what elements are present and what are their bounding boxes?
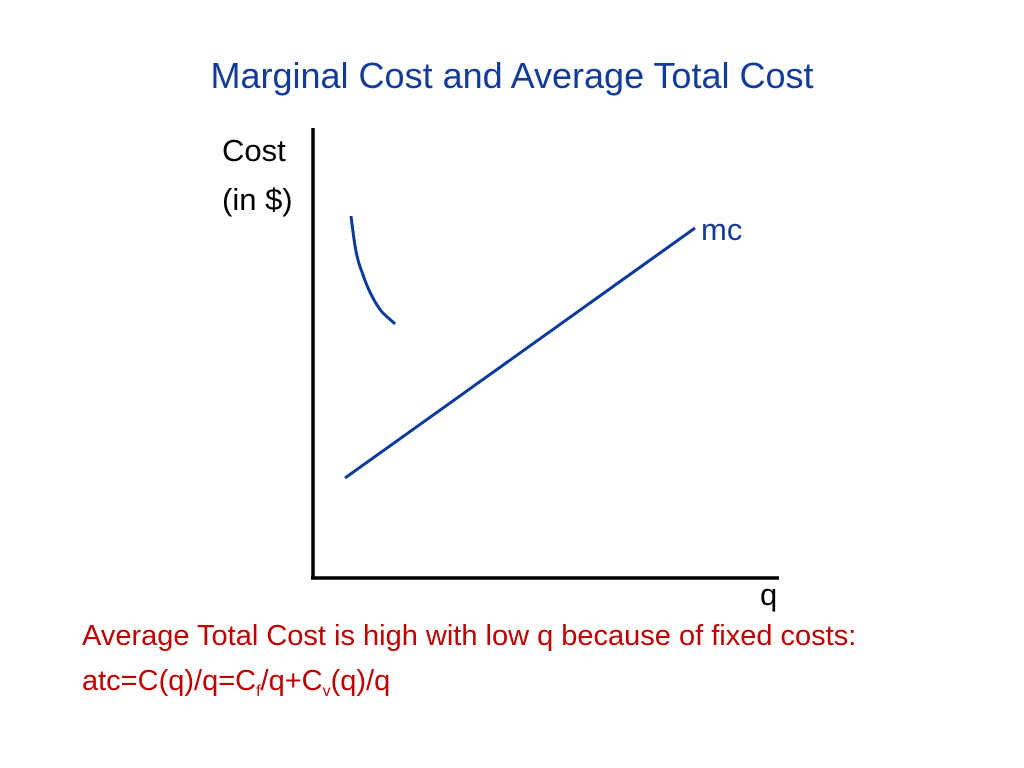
formula: atc=C(q)/q=Cf/q+Cv(q)/q — [82, 665, 390, 700]
formula-part: (q)/q — [331, 665, 391, 697]
atc-curve — [349, 215, 397, 326]
slide-title: Marginal Cost and Average Total Cost — [210, 55, 813, 96]
formula-part: atc=C(q)/q=C — [82, 665, 256, 697]
y-axis-label: (in $) — [222, 182, 293, 217]
mc-curve — [344, 226, 696, 480]
formula-part: /q+C — [261, 665, 323, 697]
formula-subscript: v — [323, 683, 331, 700]
note-text: Average Total Cost is high with low q be… — [82, 620, 856, 652]
curve-label: mc — [701, 212, 742, 247]
x-axis-label: q — [760, 577, 777, 612]
formula-subscript: f — [256, 683, 261, 700]
y-axis-label: Cost — [222, 133, 286, 168]
